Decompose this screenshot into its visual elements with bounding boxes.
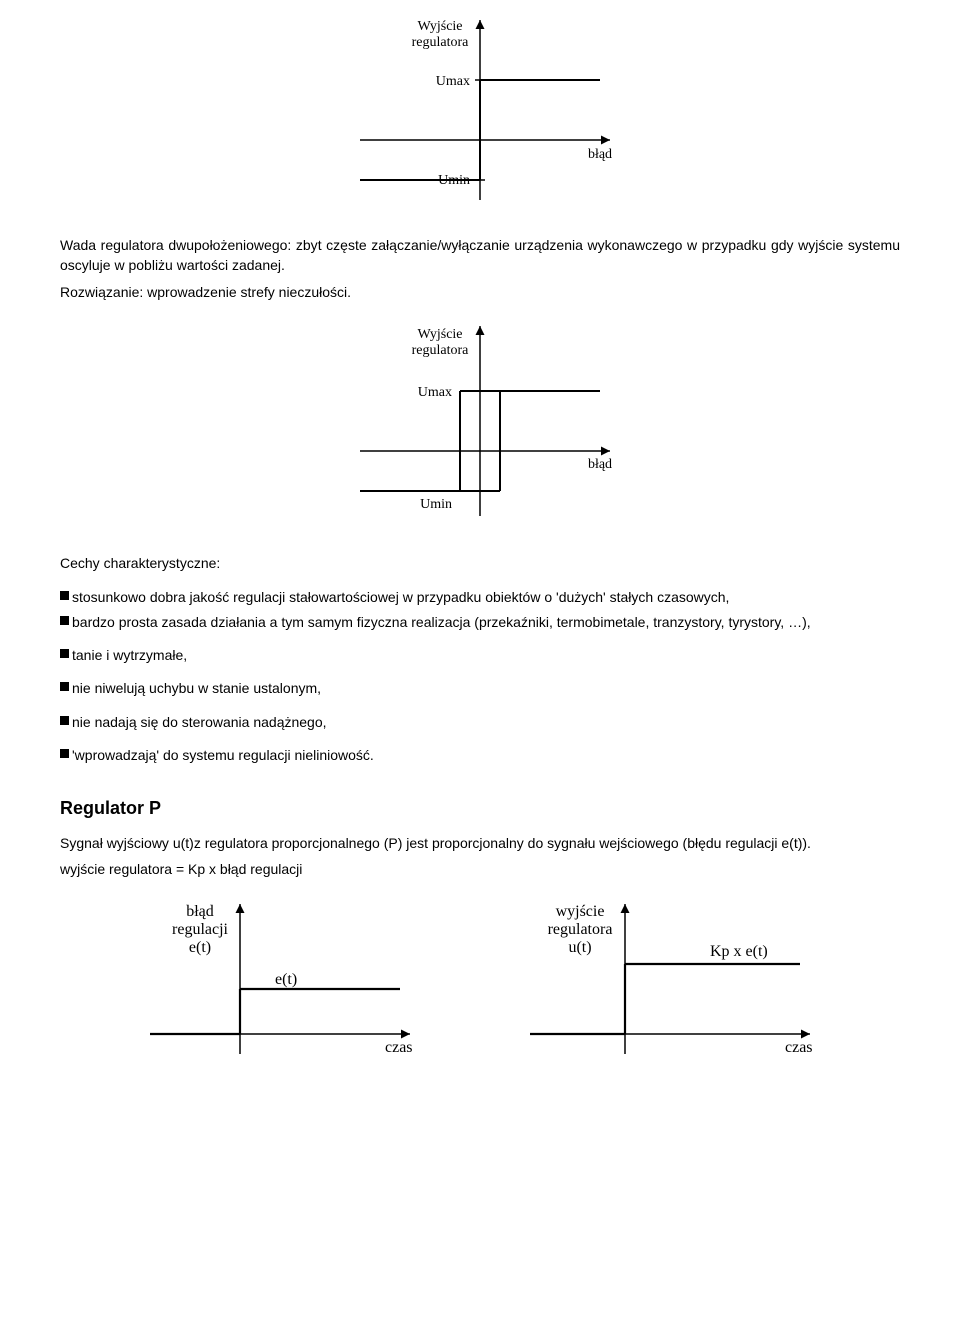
bullet-item: stosunkowo dobra jakość regulacji stałow… xyxy=(60,585,900,610)
d3r-x: czas xyxy=(785,1039,813,1056)
bullet-icon xyxy=(60,649,69,658)
bullet-icon xyxy=(60,716,69,725)
bullet-item: nie nadają się do sterowania nadążnego, xyxy=(60,710,900,735)
d1-ylabel-1: Wyjście xyxy=(417,19,462,34)
d2-ylabel-2: regulatora xyxy=(412,343,470,358)
d3l-y3: e(t) xyxy=(189,939,211,956)
d1-umax: Umax xyxy=(436,74,470,89)
d2-umax: Umax xyxy=(418,385,452,400)
d3r-y2: regulatora xyxy=(548,921,613,938)
paragraph-wada: Wada regulatora dwupołożeniowego: zbyt c… xyxy=(60,235,900,276)
diagram-relay-basic: Wyjście regulatora Umax Umin błąd xyxy=(60,10,900,215)
char-bullets: stosunkowo dobra jakość regulacji stałow… xyxy=(60,585,900,768)
bullet-text: bardzo prosta zasada działania a tym sam… xyxy=(72,610,811,635)
relay-basic-svg: Wyjście regulatora Umax Umin błąd xyxy=(320,10,640,210)
bullet-text: stosunkowo dobra jakość regulacji stałow… xyxy=(72,585,729,610)
document-page: Wyjście regulatora Umax Umin błąd Wada r… xyxy=(0,10,960,1104)
regulator-p-eq: wyjście regulatora = Kp x błąd regulacji xyxy=(60,859,900,879)
bullet-item: 'wprowadzają' do systemu regulacji nieli… xyxy=(60,743,900,768)
d1-umin: Umin xyxy=(438,173,470,188)
d1-ylabel-2: regulatora xyxy=(412,35,470,50)
bullet-icon xyxy=(60,616,69,625)
d3l-y2: regulacji xyxy=(172,921,229,938)
d3l-step: e(t) xyxy=(275,971,297,988)
d3l-y1: błąd xyxy=(186,903,214,920)
bullet-icon xyxy=(60,749,69,758)
p-right-svg: wyjście regulatora u(t) Kp x e(t) czas xyxy=(510,894,830,1064)
d3r-step: Kp x e(t) xyxy=(710,943,768,960)
diagram-relay-hysteresis: Wyjście regulatora Umax Umin błąd xyxy=(60,316,900,531)
char-title: Cechy charakterystyczne: xyxy=(60,555,900,571)
d3r-y3: u(t) xyxy=(568,939,591,956)
d1-xlabel: błąd xyxy=(588,147,612,162)
regulator-p-title: Regulator P xyxy=(60,798,900,819)
d2-xlabel: błąd xyxy=(588,457,612,472)
diagram-p-pair: błąd regulacji e(t) e(t) czas wyjście re… xyxy=(60,894,900,1064)
bullet-icon xyxy=(60,682,69,691)
d2-umin: Umin xyxy=(420,497,452,512)
bullet-item: nie niwelują uchybu w stanie ustalonym, xyxy=(60,676,900,701)
bullet-text: nie niwelują uchybu w stanie ustalonym, xyxy=(72,676,321,701)
d2-ylabel-1: Wyjście xyxy=(417,327,462,342)
bullet-text: 'wprowadzają' do systemu regulacji nieli… xyxy=(72,743,374,768)
relay-hyst-svg: Wyjście regulatora Umax Umin błąd xyxy=(320,316,640,526)
bullet-item: bardzo prosta zasada działania a tym sam… xyxy=(60,610,900,635)
d3l-x: czas xyxy=(385,1039,413,1056)
regulator-p-para: Sygnał wyjściowy u(t)z regulatora propor… xyxy=(60,833,900,853)
bullet-text: nie nadają się do sterowania nadążnego, xyxy=(72,710,327,735)
d3r-y1: wyjście xyxy=(556,903,605,920)
p-left-svg: błąd regulacji e(t) e(t) czas xyxy=(130,894,430,1064)
bullet-text: tanie i wytrzymałe, xyxy=(72,643,187,668)
paragraph-rozwiazanie: Rozwiązanie: wprowadzenie strefy nieczuł… xyxy=(60,282,900,302)
bullet-icon xyxy=(60,591,69,600)
bullet-item: tanie i wytrzymałe, xyxy=(60,643,900,668)
